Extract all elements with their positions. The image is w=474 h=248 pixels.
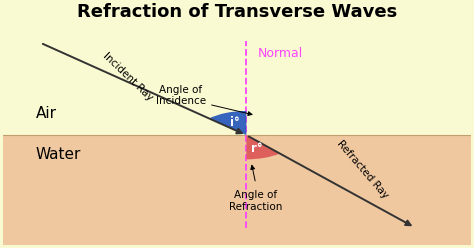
Text: Air: Air [36,106,56,121]
Text: Normal: Normal [258,47,303,60]
Title: Refraction of Transverse Waves: Refraction of Transverse Waves [77,3,397,21]
Text: Water: Water [36,148,81,162]
Wedge shape [209,111,246,135]
Wedge shape [246,135,280,159]
Text: Angle of
Incidence: Angle of Incidence [156,85,206,106]
Text: r°: r° [251,142,263,155]
Text: i°: i° [230,116,239,129]
Text: Angle of
Refraction: Angle of Refraction [229,190,283,212]
Text: Refracted Ray: Refracted Ray [335,138,390,200]
Text: Incident Ray: Incident Ray [101,51,155,102]
Bar [3,135,471,245]
